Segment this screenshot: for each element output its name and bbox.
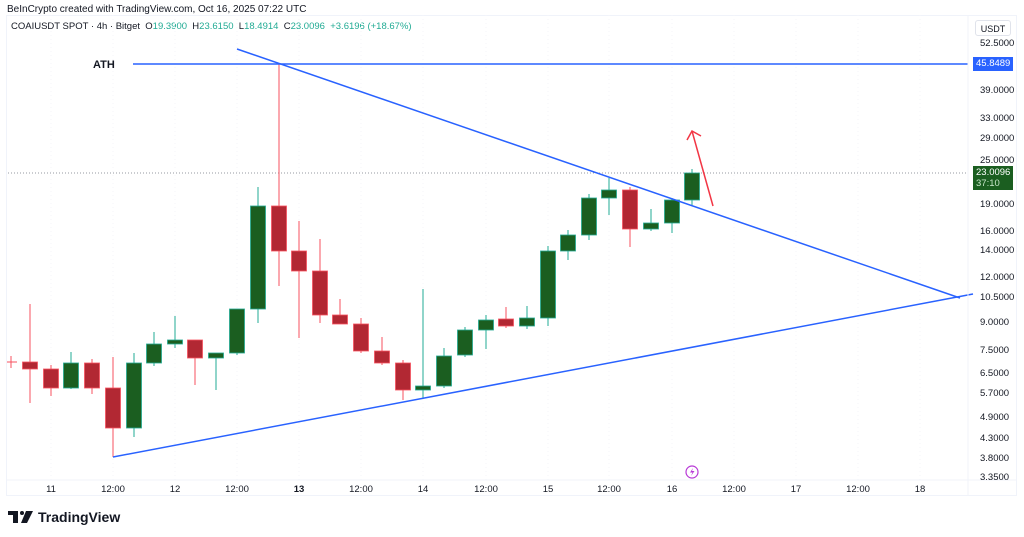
candle: [436, 348, 452, 388]
close-value: 23.0096: [290, 21, 325, 32]
price-tick: 52.5000: [980, 38, 1014, 49]
ohlc-legend: COAIUSDT SPOT · 4h · Bitget O19.3900 H23…: [11, 21, 412, 32]
candle: [312, 239, 328, 323]
candle: [581, 194, 597, 240]
time-tick: 13: [294, 484, 305, 495]
price-tick: 6.5000: [980, 368, 1009, 379]
candle: [63, 352, 79, 389]
candle-countdown: 37:10: [976, 178, 1000, 189]
time-tick: 12:00: [846, 484, 870, 495]
current-price-tag: 23.0096 37:10: [973, 166, 1014, 190]
time-tick: 12:00: [349, 484, 373, 495]
price-tick: 10.5000: [980, 292, 1014, 303]
candle: [560, 230, 576, 260]
breakout-arrow[interactable]: [686, 129, 714, 207]
symbol-info: COAIUSDT SPOT · 4h · Bitget: [11, 21, 140, 32]
candle: [332, 299, 348, 325]
price-tick: 5.7000: [980, 388, 1009, 399]
descending-trendline[interactable]: [236, 48, 961, 299]
candle: [374, 337, 390, 365]
time-tick: 11: [46, 484, 56, 495]
price-tick: 33.0000: [980, 113, 1014, 124]
chart-credit: BeInCrypto created with TradingView.com,…: [7, 4, 307, 15]
price-tick: 7.5000: [980, 345, 1009, 356]
candle: [126, 353, 142, 437]
time-tick: 12: [170, 484, 181, 495]
time-tick: 18: [915, 484, 926, 495]
tradingview-logo[interactable]: TradingView: [8, 509, 120, 525]
candle: [208, 352, 224, 390]
high-value: 23.6150: [199, 21, 234, 32]
price-tick: 39.0000: [980, 85, 1014, 96]
candle: [84, 359, 100, 394]
candle: [457, 327, 473, 357]
price-axis[interactable]: 52.5000 39.0000 33.0000 29.0000 25.0000 19.00…: [980, 38, 1014, 483]
candle: [478, 315, 494, 349]
time-tick: 12:00: [597, 484, 621, 495]
currency-label[interactable]: USDT: [975, 20, 1011, 36]
candle: [353, 318, 369, 353]
candle: [519, 306, 535, 329]
candle: [684, 169, 700, 205]
time-tick: 12:00: [474, 484, 498, 495]
candle: [43, 365, 59, 396]
chart-frame: [6, 15, 1017, 496]
price-tick: 29.0000: [980, 133, 1014, 144]
candle: [271, 63, 287, 286]
candle: [187, 339, 203, 385]
price-tick: 14.0000: [980, 245, 1014, 256]
candle: [167, 316, 183, 348]
time-tick: 14: [418, 484, 429, 495]
candle: [415, 289, 431, 398]
candle: [664, 198, 680, 233]
tradingview-logo-icon: [8, 511, 33, 523]
candle: [22, 304, 38, 403]
price-tick: 25.0000: [980, 155, 1014, 166]
time-tick: 12:00: [722, 484, 746, 495]
candle: [622, 187, 638, 247]
candle: [250, 187, 266, 323]
candles: [22, 63, 700, 457]
price-tick: 12.0000: [980, 272, 1014, 283]
candle: [498, 307, 514, 328]
low-value: 18.4914: [244, 21, 279, 32]
candle: [395, 360, 411, 400]
price-tick: 3.8000: [980, 453, 1009, 464]
candle: [229, 308, 245, 355]
ath-price-tag: 45.8489: [973, 57, 1014, 71]
crosshair-marker: [7, 356, 17, 368]
time-tick: 12:00: [101, 484, 125, 495]
ath-label: ATH: [93, 59, 115, 71]
time-tick: 15: [543, 484, 554, 495]
time-tick: 12:00: [225, 484, 249, 495]
price-tick: 16.0000: [980, 226, 1014, 237]
price-tick: 4.9000: [980, 412, 1009, 423]
time-tick: 17: [791, 484, 802, 495]
price-tick: 3.3500: [980, 472, 1009, 483]
event-marker-icon[interactable]: [685, 465, 699, 479]
candle: [540, 246, 556, 326]
candle: [105, 357, 121, 457]
candle: [643, 209, 659, 231]
grid: [50, 15, 921, 480]
candle: [291, 221, 307, 338]
candle: [601, 178, 617, 215]
price-tick: 9.0000: [980, 317, 1009, 328]
price-tick: 19.0000: [980, 199, 1014, 210]
price-tick: 4.3000: [980, 433, 1009, 444]
candle: [146, 332, 162, 366]
open-value: 19.3900: [152, 21, 188, 32]
ascending-trendline[interactable]: [112, 293, 974, 458]
change-value: +3.6196 (+18.67%): [330, 21, 412, 32]
time-tick: 16: [667, 484, 678, 495]
time-axis[interactable]: 11 12:00 12 12:00 13 12:00 14 12:00 15 12:00 16 12:…: [46, 484, 925, 495]
